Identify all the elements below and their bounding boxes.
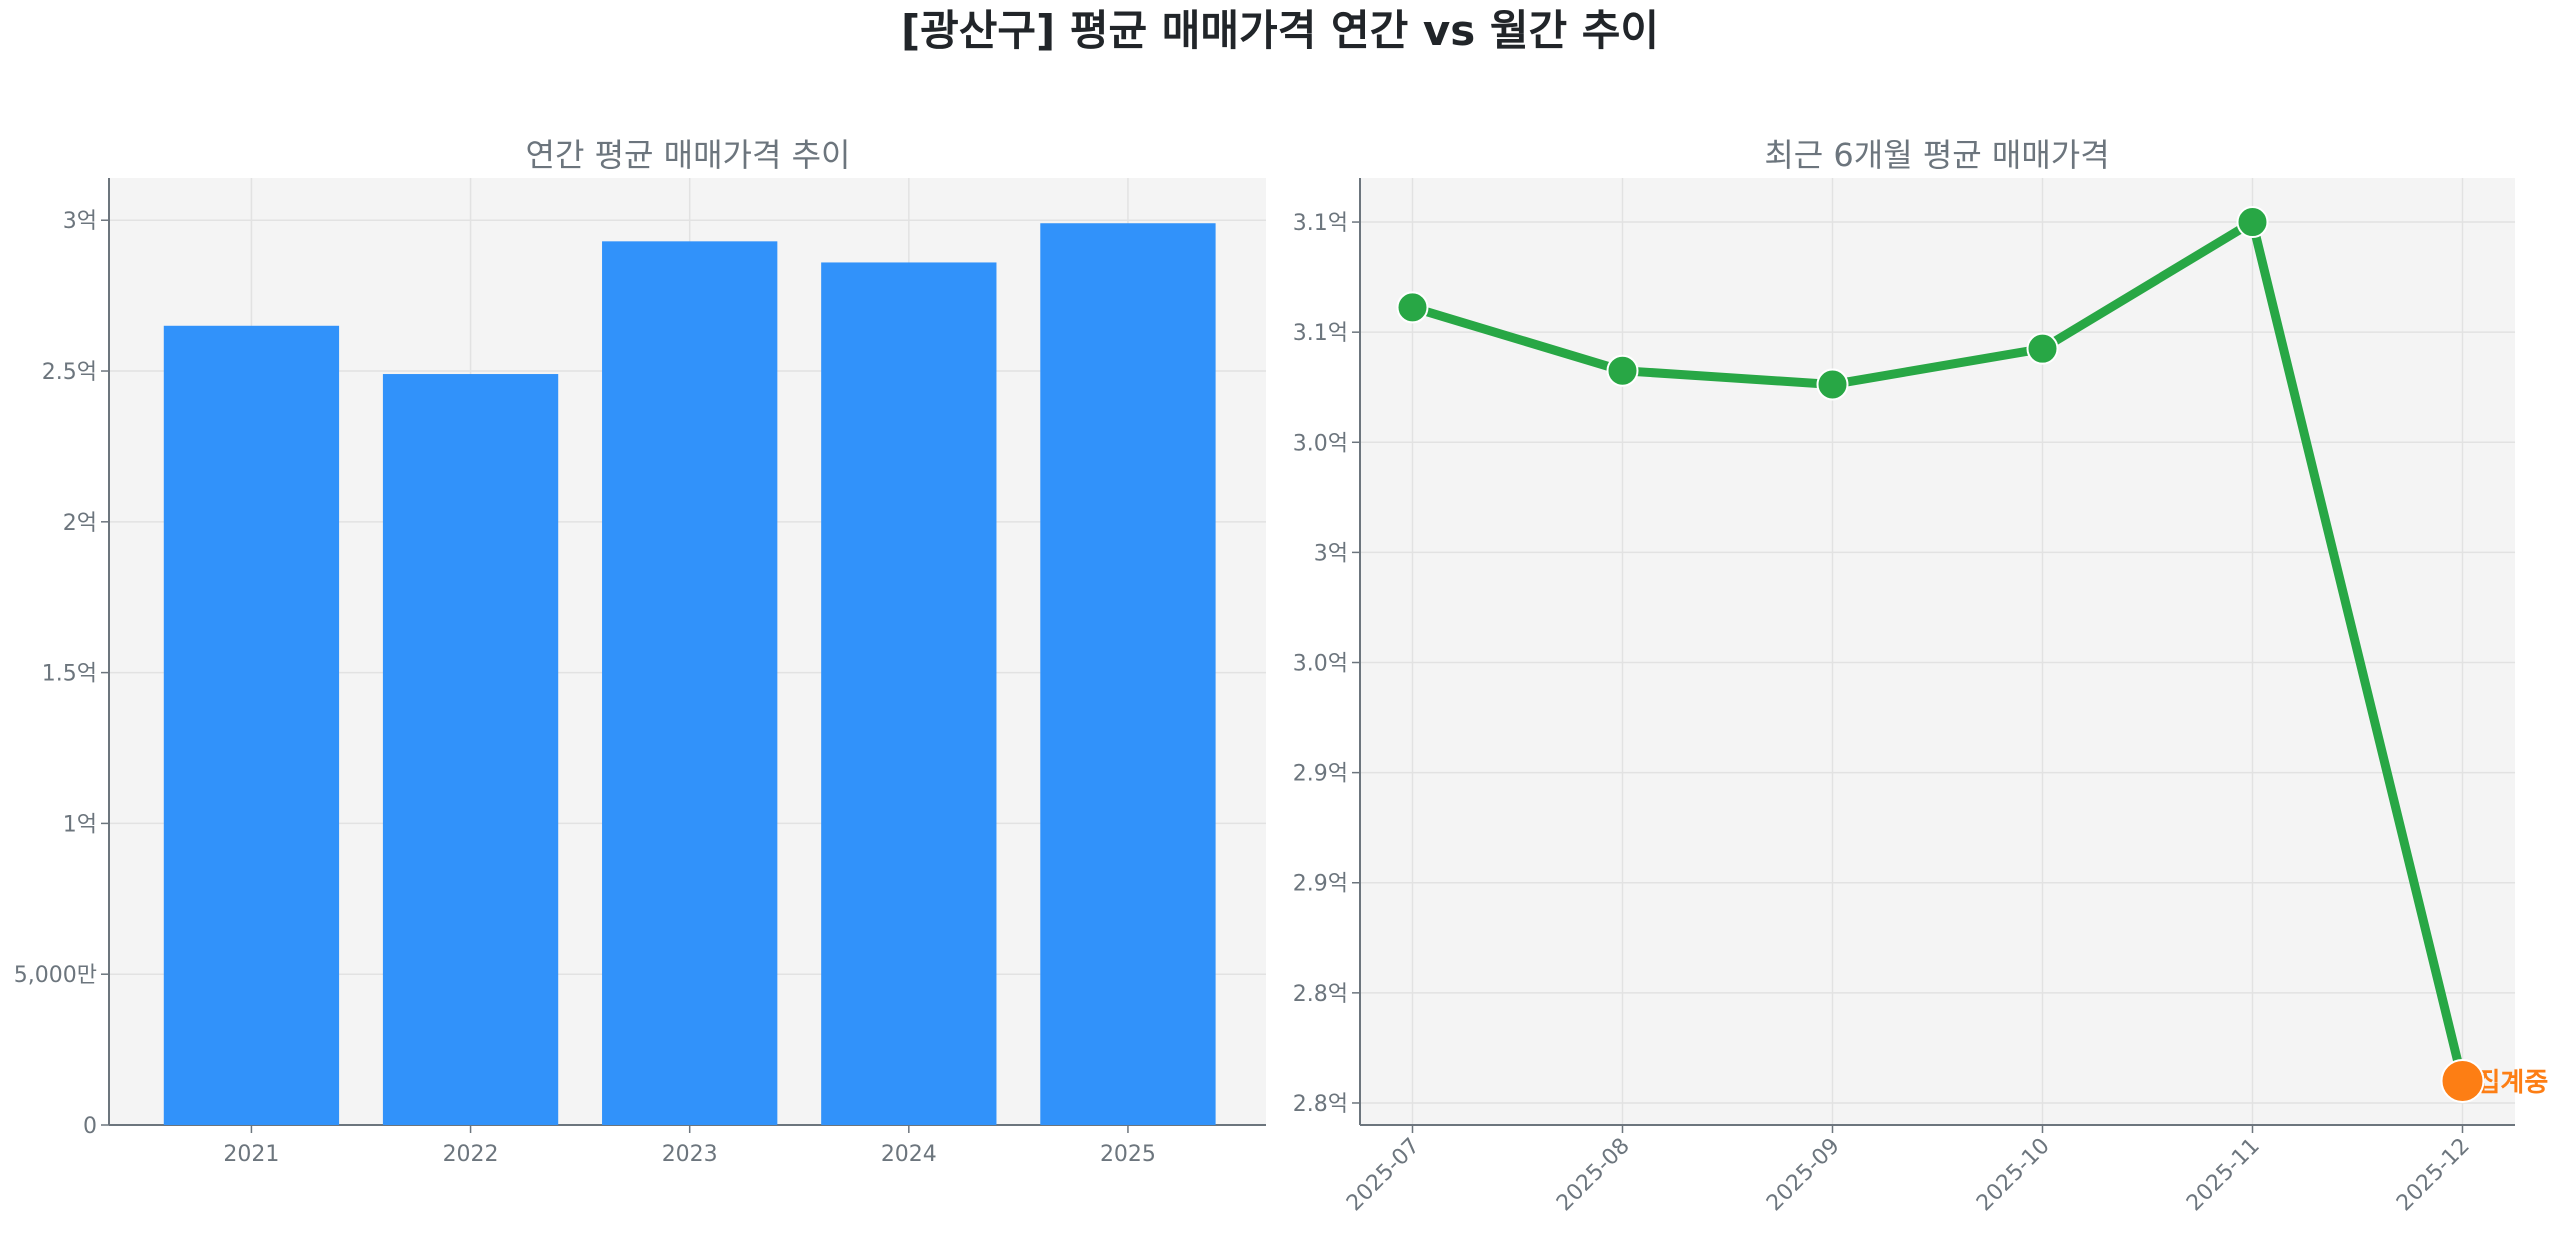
y-tick-label: 3.0억	[1293, 652, 1348, 677]
y-tick-label: 2.9억	[1293, 872, 1348, 897]
annual-bar-chart: 연간 평균 매매가격 추이 0 5,000만 1억 1.5억 2억 2.5억 3억 2021 2…	[14, 136, 1266, 1167]
y-tick-label: 3.1억	[1293, 211, 1348, 236]
price-line	[1411, 217, 2467, 1083]
y-tick-label: 3억	[63, 209, 97, 234]
x-tick-label: 2025-10	[1972, 1134, 2055, 1217]
x-tick-label: 2025-09	[1762, 1134, 1845, 1217]
plot-area	[1360, 178, 2515, 1125]
figure-title: [광산구] 평균 매매가격 연간 vs 월간 추이	[901, 6, 1659, 55]
y-tick-label: 2.8억	[1293, 982, 1348, 1007]
monthly-line-chart: 최근 6개월 평균 매매가격 2.8억 2.8억 2.9억 2.9억 3.0억 3억 3.0…	[1293, 136, 2549, 1216]
bar-2025	[1040, 223, 1216, 1125]
x-tick-label: 2022	[443, 1142, 499, 1167]
bar-2023	[602, 241, 778, 1125]
bar-2024	[821, 262, 997, 1125]
data-point-2025-09	[1816, 368, 1849, 401]
x-tick-label: 2025-11	[2182, 1134, 2265, 1217]
x-tick-label: 2025-12	[2392, 1134, 2475, 1217]
y-tick-label: 2억	[63, 511, 97, 536]
bar-2022	[382, 374, 559, 1125]
x-tick-label: 2025	[1100, 1142, 1156, 1167]
monthly-chart-title: 최근 6개월 평균 매매가격	[1764, 136, 2109, 174]
y-tick-label: 3억	[1314, 541, 1348, 566]
pending-annotation: 집계중	[2477, 1068, 2549, 1098]
y-tick-label: 2.9억	[1293, 762, 1348, 787]
data-point-2025-10	[2026, 332, 2059, 365]
y-tick-label: 3.0억	[1293, 431, 1348, 456]
bar-2021	[163, 325, 340, 1125]
y-tick-label: 3.1억	[1293, 321, 1348, 346]
y-tick-label: 1억	[63, 812, 97, 837]
x-tick-label: 2021	[223, 1142, 279, 1167]
y-tick-label: 2.8억	[1293, 1092, 1348, 1117]
data-point-2025-08	[1606, 354, 1639, 387]
data-point-2025-07	[1396, 291, 1429, 324]
data-point-2025-11	[2236, 206, 2269, 239]
x-tick-label: 2025-08	[1552, 1134, 1635, 1217]
y-tick-label: 1.5억	[42, 662, 97, 687]
x-tick-label: 2023	[662, 1142, 718, 1167]
y-tick-label: 2.5억	[42, 360, 97, 385]
x-tick-label: 2025-07	[1342, 1134, 1425, 1217]
pending-data-point	[2440, 1058, 2485, 1103]
y-tick-label: 5,000만	[14, 963, 97, 988]
annual-chart-title: 연간 평균 매매가격 추이	[526, 136, 851, 174]
y-tick-label: 0	[83, 1114, 97, 1139]
x-tick-label: 2024	[881, 1142, 937, 1167]
